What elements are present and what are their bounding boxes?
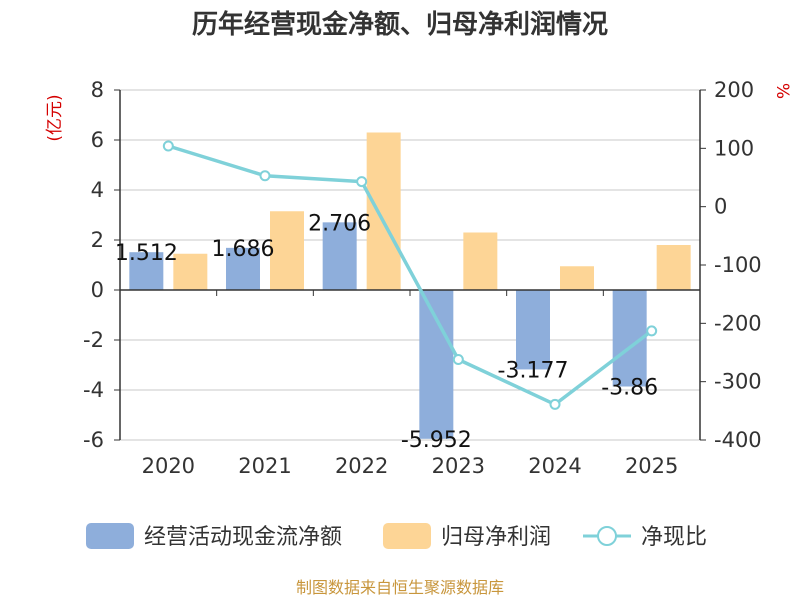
- cash-data-label: 2.706: [308, 211, 371, 236]
- right-tick-label: -400: [714, 428, 762, 452]
- ratio-point: [259, 170, 271, 182]
- legend-swatch-ratio-marker: [597, 526, 617, 546]
- cash-data-label: -5.952: [401, 428, 472, 453]
- cash-data-label: -3.177: [498, 358, 569, 383]
- right-tick-label: 200: [714, 78, 754, 102]
- ratio-line-path: [167, 144, 653, 407]
- cash-data-label: 1.512: [115, 241, 178, 266]
- legend-swatch-profit: [383, 523, 431, 549]
- category-label: 2020: [142, 454, 195, 478]
- profit-bar: [366, 132, 401, 290]
- cash-bar: [419, 290, 454, 439]
- profit-bar: [173, 253, 208, 290]
- category-label: 2025: [625, 454, 678, 478]
- cash-bar: [516, 290, 550, 370]
- right-axis-unit: %: [772, 83, 792, 99]
- right-tick-label: -300: [714, 370, 762, 394]
- bars: [129, 132, 691, 439]
- legend-label-ratio: 净现比: [641, 525, 707, 550]
- profit-bar: [463, 232, 498, 290]
- left-tick-label: 0: [91, 278, 104, 302]
- category-label: 2023: [432, 454, 485, 478]
- legend-swatch-cash: [86, 523, 134, 549]
- cash-data-label: -3.86: [601, 376, 658, 401]
- cash-bar: [129, 252, 164, 290]
- legend: 经营活动现金流净额 归母净利润 净现比: [86, 523, 707, 550]
- category-label: 2021: [238, 454, 291, 478]
- category-label: 2024: [528, 454, 581, 478]
- cash-bar: [226, 247, 260, 290]
- grid: [120, 89, 700, 441]
- left-tick-label: 2: [91, 228, 104, 252]
- category-label: 2022: [335, 454, 388, 478]
- left-tick-label: 6: [91, 128, 104, 152]
- ratio-point: [452, 354, 464, 365]
- cash-bar: [322, 222, 357, 290]
- right-tick-label: 100: [714, 136, 754, 160]
- ratio-point: [549, 398, 561, 410]
- profit-bar: [270, 211, 304, 290]
- cash-data-label: 1.686: [212, 237, 275, 262]
- right-tick-label: 0: [714, 195, 727, 219]
- profit-bar: [560, 266, 594, 290]
- profit-bar: [656, 245, 691, 290]
- left-tick-label: 4: [91, 178, 104, 202]
- axes: -6 -4 -2 0 2 4 6 8 -400 -300 -200 -100 0 100 200 2020 20…: [83, 78, 762, 478]
- right-tick-label: -100: [714, 253, 762, 277]
- left-axis-unit: (亿元): [45, 94, 65, 141]
- ratio-point: [356, 176, 368, 188]
- chart-title: 历年经营现金净额、归母净利润情况: [192, 9, 608, 40]
- source-note: 制图数据来自恒生聚源数据库: [296, 578, 504, 597]
- legend-label-cash: 经营活动现金流净额: [144, 525, 342, 550]
- left-tick-label: -6: [83, 428, 104, 452]
- left-tick-label: -2: [83, 328, 104, 352]
- data-labels: 1.512 1.686 2.706 -5.952 -3.177 -3.86: [115, 211, 658, 452]
- ratio-line: [162, 140, 658, 410]
- left-tick-label: -4: [83, 378, 104, 402]
- right-tick-label: -200: [714, 311, 762, 335]
- ratio-point: [646, 325, 658, 337]
- left-tick-label: 8: [91, 78, 104, 102]
- legend-label-profit: 归母净利润: [441, 525, 551, 550]
- ratio-point: [162, 140, 174, 152]
